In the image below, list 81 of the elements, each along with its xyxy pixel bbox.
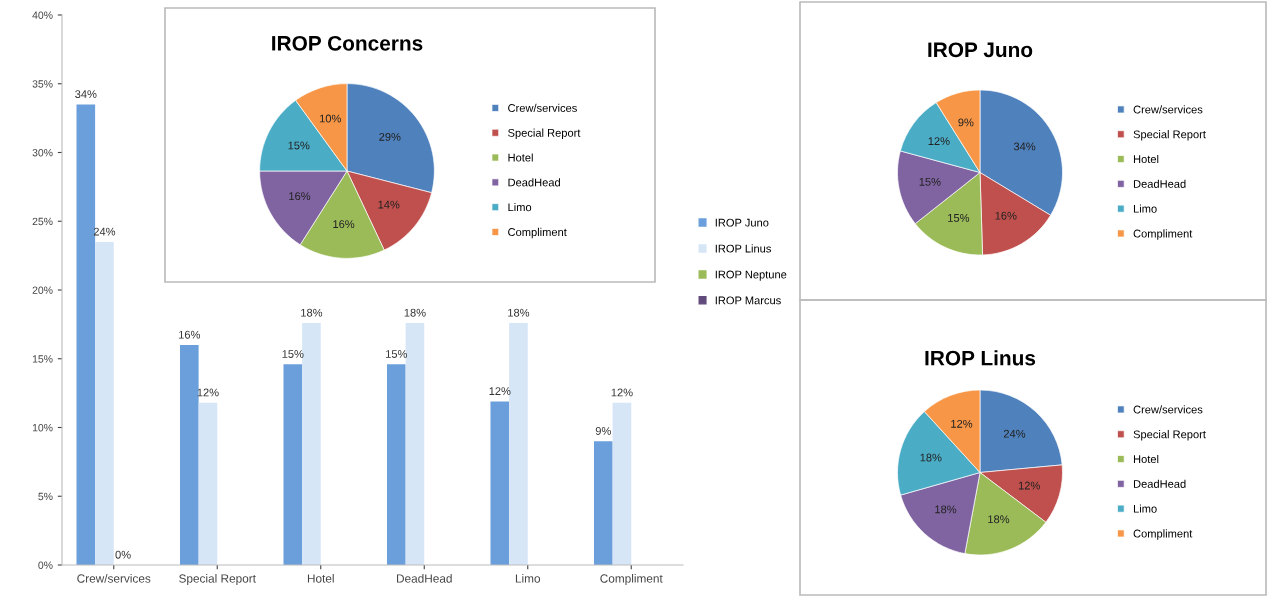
legend-label: IROP Marcus [715, 296, 781, 305]
legend-label: DeadHead [1133, 179, 1186, 188]
legend-label: Crew/services [1133, 405, 1203, 414]
data-label: 18% [301, 308, 323, 317]
bar [612, 402, 632, 565]
legend-label: IROP Linus [715, 244, 771, 253]
x-tick-label: Crew/services [77, 574, 151, 583]
chart-title: IROP Concerns [272, 35, 423, 51]
bar [76, 104, 96, 565]
y-tick-label: 5% [38, 492, 53, 501]
bar [490, 401, 510, 565]
bar [95, 241, 114, 565]
data-label: 16% [333, 220, 355, 229]
y-tick-label: 30% [32, 149, 53, 157]
bar [386, 364, 406, 565]
bar [179, 345, 199, 565]
x-tick-label: Special Report [179, 574, 256, 586]
data-label: 18% [988, 515, 1010, 524]
legend-label: Compliment [508, 227, 567, 239]
legend-label: Hotel [1133, 154, 1159, 164]
data-label: 12% [1018, 481, 1040, 490]
bar [509, 323, 528, 565]
legend-label: Compliment [1133, 529, 1193, 540]
data-label: 18% [920, 453, 942, 462]
data-label: 29% [379, 132, 401, 141]
data-label: 9% [595, 427, 611, 435]
data-label: 34% [1013, 142, 1036, 151]
legend-label: Special Report [1133, 130, 1206, 141]
data-label: 18% [935, 505, 957, 514]
data-label: 12% [489, 387, 511, 395]
legend-label: Compliment [1133, 229, 1193, 240]
legend-label: Hotel [1133, 454, 1159, 464]
chart-title: IROP Linus [925, 350, 1036, 366]
data-label: 12% [951, 419, 973, 428]
x-tick-label: DeadHead [397, 574, 452, 583]
legend-label: Limo [1133, 204, 1157, 213]
data-label: 34% [75, 90, 97, 99]
bar [593, 441, 613, 565]
y-tick-label: 35% [32, 80, 53, 88]
data-label: 12% [928, 137, 950, 145]
legend-label: Crew/services [508, 103, 577, 112]
data-label: 10% [319, 114, 341, 123]
data-label: 18% [508, 308, 530, 317]
x-tick-label: Compliment [600, 574, 663, 586]
data-label: 9% [958, 118, 974, 127]
x-tick-label: Limo [515, 574, 541, 583]
y-tick-label: 25% [32, 217, 53, 226]
legend-label: IROP Neptune [715, 270, 787, 281]
data-label: 12% [611, 388, 633, 397]
data-label: 15% [948, 214, 970, 222]
bar [198, 402, 218, 565]
data-label: 16% [289, 192, 311, 201]
data-label: 16% [995, 211, 1017, 220]
legend-label: Hotel [508, 153, 533, 162]
y-tick-label: 10% [32, 424, 53, 432]
y-tick-label: 15% [32, 355, 53, 363]
x-tick-label: Hotel [307, 574, 334, 583]
data-label: 16% [179, 330, 201, 339]
data-label: 0% [115, 550, 131, 559]
legend-label: DeadHead [508, 178, 560, 187]
legend-label: Special Report [1133, 430, 1206, 441]
bar [302, 323, 321, 565]
legend-label: Special Report [508, 128, 581, 139]
y-tick-label: 40% [32, 11, 53, 19]
legend-label: IROP Juno [715, 218, 769, 227]
data-label: 15% [919, 177, 941, 186]
data-label: 15% [386, 350, 408, 358]
bar [283, 364, 303, 565]
chart-title: IROP Juno [928, 42, 1033, 58]
legend-label: DeadHead [1133, 479, 1186, 488]
data-label: 18% [404, 308, 426, 317]
y-tick-label: 0% [38, 561, 53, 569]
legend-label: Limo [1133, 504, 1157, 513]
legend-label: Limo [508, 203, 532, 212]
y-tick-label: 20% [32, 286, 53, 294]
data-label: 24% [1003, 429, 1026, 438]
bar [405, 323, 425, 565]
data-label: 15% [282, 350, 304, 358]
legend-label: Crew/services [1133, 105, 1203, 114]
data-label: 14% [378, 200, 400, 209]
data-label: 15% [288, 141, 310, 150]
